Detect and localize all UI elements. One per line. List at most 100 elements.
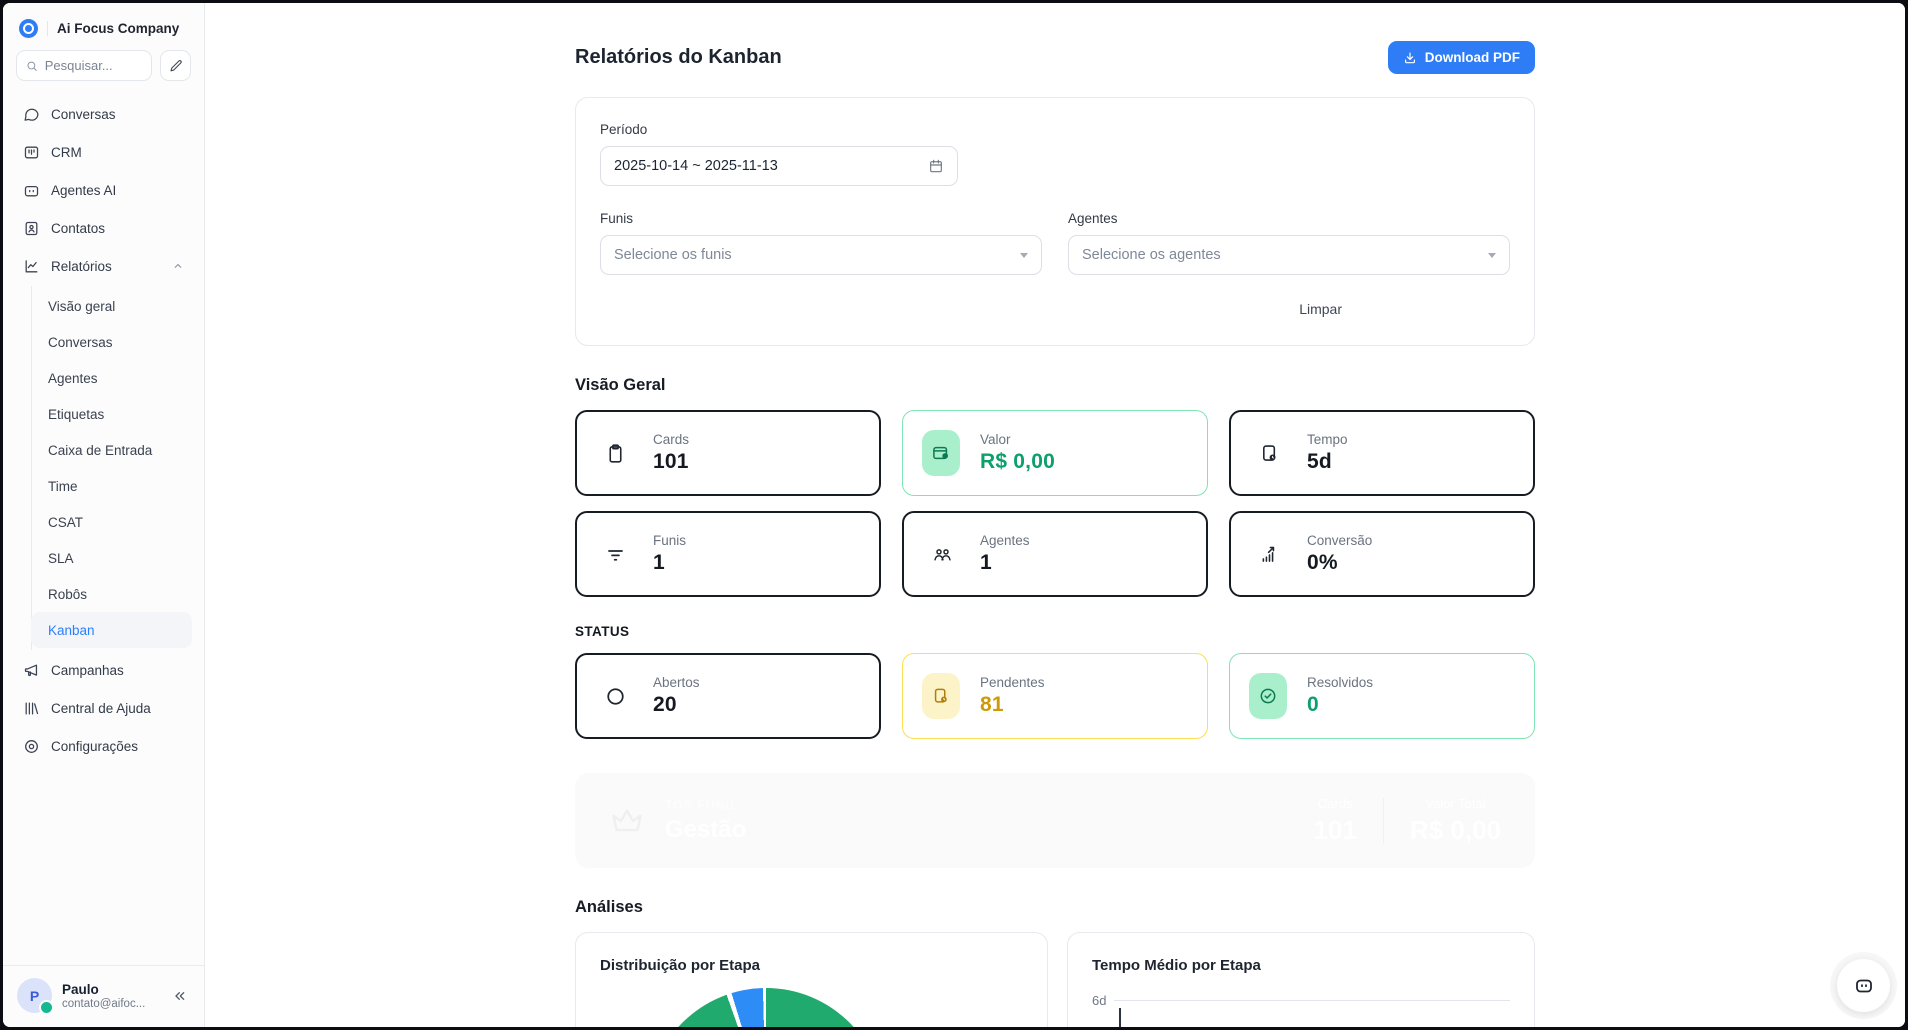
agents-field: Agentes Selecione os agentes: [1068, 211, 1510, 275]
bar-chart-plot-edge: [1119, 1008, 1121, 1027]
stat-value: 1: [653, 551, 665, 574]
sidebar-subitem-time[interactable]: Time: [48, 478, 78, 494]
chart-title: Distribuição por Etapa: [600, 957, 761, 974]
sidebar-subitem-robos[interactable]: Robôs: [48, 586, 88, 602]
stat-label: Valor: [980, 432, 1011, 447]
sidebar-subitem-kanban[interactable]: Kanban: [30, 612, 192, 648]
sidebar-item-configuracoes[interactable]: Configurações: [15, 727, 192, 765]
download-pdf-label: Download PDF: [1424, 50, 1520, 65]
new-conversation-button[interactable]: [160, 50, 191, 81]
bot-chat-icon: [1855, 979, 1872, 992]
sidebar-spacer: [15, 765, 192, 957]
kanban-board-icon: [24, 146, 39, 158]
sidebar: Ai Focus Company Conversas CRM Agente: [3, 3, 205, 1027]
filters-panel: Período 2025-10-14 ~ 2025-11-13 Funis Se…: [575, 97, 1535, 346]
sidebar-subitem-conversas[interactable]: Conversas: [48, 334, 113, 350]
caret-down-icon: [1020, 252, 1028, 258]
sidebar-subitem-caixa-de-entrada[interactable]: Caixa de Entrada: [48, 442, 153, 458]
sidebar-subitem-visao-geral[interactable]: Visão geral: [48, 298, 116, 314]
download-icon: [1404, 51, 1415, 63]
stat-card-abertos: Abertos 20: [575, 653, 881, 739]
overview-cards-row-1: Cards 101 Valor R$ 0,00: [575, 410, 1535, 496]
agents-placeholder: Selecione os agentes: [1082, 247, 1221, 263]
stat-card-agentes: Agentes 1: [902, 511, 1208, 597]
stat-card-cards: Cards 101: [575, 410, 881, 496]
chart-card-distribuicao: Distribuição por Etapa: [575, 932, 1048, 1027]
analyses-title: Análises: [575, 898, 643, 916]
sidebar-item-relatorios[interactable]: Relatórios: [15, 247, 192, 285]
download-pdf-button[interactable]: Download PDF: [1387, 41, 1535, 74]
sidebar-item-label: Conversas: [51, 106, 116, 122]
sidebar-item-contatos[interactable]: Contatos: [15, 209, 192, 247]
page-header: Relatórios do Kanban Download PDF: [575, 41, 1535, 74]
agents-select[interactable]: Selecione os agentes: [1068, 235, 1510, 275]
sidebar-search-row: [15, 50, 192, 81]
sidebar-item-label: CRM: [51, 144, 82, 160]
brand-divider: [47, 21, 48, 36]
sidebar-item-label: Central de Ajuda: [51, 700, 151, 716]
search-box[interactable]: [16, 50, 152, 81]
stat-label: Pendentes: [980, 675, 1045, 690]
sidebar-item-label: Agentes AI: [51, 182, 117, 198]
funnels-select[interactable]: Selecione os funis: [600, 235, 1042, 275]
stat-value: 101: [653, 450, 689, 473]
status-cards-row: Abertos 20 Pendentes 81: [575, 653, 1535, 739]
edit-pen-icon: [169, 59, 182, 71]
stat-value: 0: [1307, 693, 1319, 716]
stat-value: 101: [1313, 814, 1357, 845]
collapse-sidebar-button[interactable]: [170, 986, 190, 1006]
stat-label: Cards: [1317, 795, 1353, 811]
trending-up-icon: [1257, 544, 1281, 565]
stat-value: R$ 0,00: [1409, 814, 1501, 845]
clear-filters-button[interactable]: Limpar: [1291, 297, 1350, 321]
reports-submenu: Visão geral Conversas Agentes Etiquetas …: [30, 286, 192, 650]
stat-text: Resolvidos 0: [1307, 675, 1373, 717]
stat-value: 81: [980, 693, 1004, 716]
top-funnel-name: Gestão: [665, 815, 747, 843]
sidebar-item-crm[interactable]: CRM: [15, 133, 192, 171]
chevrons-left-icon: [175, 991, 185, 1000]
sidebar-item-central-de-ajuda[interactable]: Central de Ajuda: [15, 689, 192, 727]
top-funnel-text: TOP FUNIL Gestão: [665, 798, 746, 844]
sidebar-item-label: Campanhas: [51, 662, 124, 678]
bar-chart-gridline-row: 6d: [1092, 993, 1510, 1008]
sidebar-subitem-sla[interactable]: SLA: [48, 550, 74, 566]
overview-title: Visão Geral: [575, 376, 666, 394]
company-name: Ai Focus Company: [57, 21, 180, 36]
avatar: P: [17, 978, 54, 1015]
top-funnel-banner: TOP FUNIL Gestão Cards 101 Valor Total R…: [575, 773, 1535, 868]
search-input[interactable]: [44, 58, 142, 73]
stat-label: Conversão: [1307, 533, 1373, 548]
chat-widget-button[interactable]: [1837, 959, 1890, 1012]
user-name: Paulo: [62, 981, 99, 997]
sidebar-item-conversas[interactable]: Conversas: [15, 95, 192, 133]
sidebar-item-agentes-ai[interactable]: Agentes AI: [15, 171, 192, 209]
caret-down-icon: [1488, 252, 1496, 258]
user-menu[interactable]: P Paulo contato@aifoc...: [3, 965, 204, 1027]
stat-card-valor: Valor R$ 0,00: [902, 410, 1208, 496]
sidebar-subitem-csat[interactable]: CSAT: [48, 514, 84, 530]
search-icon: [27, 61, 37, 71]
robot-icon: [24, 185, 39, 196]
sidebar-item-campanhas[interactable]: Campanhas: [15, 651, 192, 689]
chart-title: Tempo Médio por Etapa: [1092, 957, 1261, 974]
stat-value: 5d: [1307, 450, 1332, 473]
stat-label: Abertos: [653, 675, 700, 690]
report-content: Relatórios do Kanban Download PDF Períod…: [575, 3, 1535, 1027]
check-circle-icon: [1249, 673, 1287, 719]
stat-value: R$ 0,00: [980, 450, 1055, 473]
agents-label: Agentes: [1068, 211, 1118, 226]
sidebar-subitem-agentes[interactable]: Agentes: [48, 370, 98, 386]
contact-card-icon: [25, 221, 38, 235]
y-axis-tick: 6d: [1092, 993, 1107, 1008]
funnels-field: Funis Selecione os funis: [600, 211, 1042, 275]
divider: [1382, 797, 1384, 844]
gridline: [1114, 1000, 1510, 1001]
stat-value: 0%: [1307, 551, 1338, 574]
filter-icon: [603, 544, 627, 565]
sidebar-subitem-etiquetas[interactable]: Etiquetas: [48, 406, 105, 422]
period-date-range-input[interactable]: 2025-10-14 ~ 2025-11-13: [600, 146, 958, 186]
pending-clock-icon: [922, 673, 960, 719]
chat-bubble-icon: [24, 108, 39, 121]
